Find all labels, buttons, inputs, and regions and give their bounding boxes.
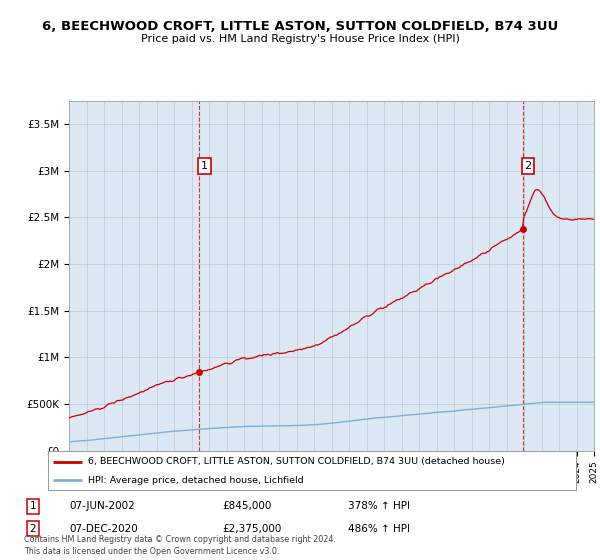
Text: HPI: Average price, detached house, Lichfield: HPI: Average price, detached house, Lich…	[88, 475, 303, 485]
Text: 378% ↑ HPI: 378% ↑ HPI	[348, 501, 410, 511]
Text: Price paid vs. HM Land Registry's House Price Index (HPI): Price paid vs. HM Land Registry's House …	[140, 34, 460, 44]
Text: £2,375,000: £2,375,000	[222, 524, 281, 534]
Text: £845,000: £845,000	[222, 501, 271, 511]
Text: 1: 1	[201, 161, 208, 171]
Text: 1: 1	[29, 501, 37, 511]
Text: 2: 2	[29, 524, 37, 534]
Text: 2: 2	[524, 161, 532, 171]
Text: 6, BEECHWOOD CROFT, LITTLE ASTON, SUTTON COLDFIELD, B74 3UU: 6, BEECHWOOD CROFT, LITTLE ASTON, SUTTON…	[42, 20, 558, 32]
Text: 486% ↑ HPI: 486% ↑ HPI	[348, 524, 410, 534]
Text: 07-JUN-2002: 07-JUN-2002	[69, 501, 135, 511]
Text: 07-DEC-2020: 07-DEC-2020	[69, 524, 138, 534]
Text: 6, BEECHWOOD CROFT, LITTLE ASTON, SUTTON COLDFIELD, B74 3UU (detached house): 6, BEECHWOOD CROFT, LITTLE ASTON, SUTTON…	[88, 458, 505, 466]
Text: Contains HM Land Registry data © Crown copyright and database right 2024.
This d: Contains HM Land Registry data © Crown c…	[24, 535, 336, 556]
